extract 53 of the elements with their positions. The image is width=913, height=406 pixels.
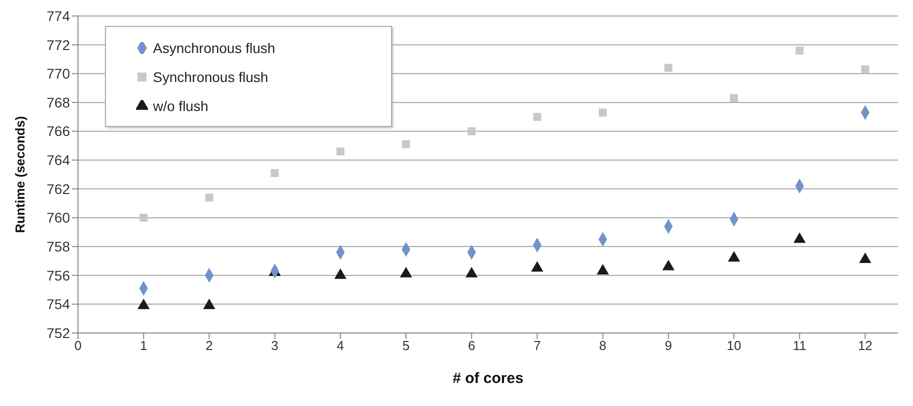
- y-tick-label: 760: [46, 210, 70, 226]
- x-tick-label: 7: [534, 338, 541, 354]
- point: [664, 64, 672, 72]
- y-tick-label: 758: [46, 238, 70, 255]
- y-tick-label: 774: [46, 8, 70, 24]
- point: [730, 94, 738, 102]
- y-tick-label: 754: [46, 296, 70, 312]
- point: [861, 65, 870, 74]
- point: [468, 127, 476, 136]
- point: [138, 298, 150, 310]
- x-tick-label: 12: [858, 338, 872, 354]
- point: [859, 252, 872, 264]
- x-tick-label: 1: [140, 338, 148, 354]
- legend-label: Asynchronous flush: [153, 40, 276, 56]
- x-tick-label: 5: [402, 338, 410, 354]
- legend-label: w/o flush: [153, 98, 208, 114]
- y-tick-label: 770: [46, 66, 70, 82]
- x-tick-label: 0: [74, 338, 82, 354]
- point: [336, 147, 344, 156]
- point: [334, 268, 346, 279]
- y-axis-title: Runtime (seconds): [12, 116, 28, 234]
- y-tick-label: 766: [46, 123, 70, 140]
- y-tick-label: 762: [46, 180, 70, 197]
- x-tick-label: 8: [599, 338, 606, 354]
- legend-label: Synchronous flush: [153, 68, 268, 84]
- point: [598, 108, 607, 117]
- point: [531, 261, 544, 272]
- y-tick-label: 752: [46, 324, 70, 341]
- y-tick-label: 764: [46, 152, 70, 168]
- x-tick-label: 3: [271, 338, 278, 354]
- point: [662, 260, 674, 270]
- y-tick-label: 772: [46, 36, 70, 53]
- y-tick-label: 768: [46, 94, 70, 110]
- point: [270, 169, 279, 178]
- y-tick-label: 756: [46, 267, 70, 284]
- x-tick-label: 4: [336, 338, 344, 354]
- x-tick-label: 10: [726, 338, 742, 354]
- x-tick-label: 2: [206, 338, 213, 354]
- point: [728, 251, 740, 262]
- point: [402, 140, 410, 148]
- point: [466, 266, 478, 278]
- x-tick-label: 11: [792, 338, 806, 354]
- x-tick-label: 6: [468, 338, 476, 354]
- point: [140, 214, 148, 222]
- point: [794, 232, 806, 243]
- x-axis-title: # of cores: [452, 370, 524, 387]
- point: [796, 46, 804, 55]
- x-tick-label: 9: [664, 338, 672, 354]
- point: [596, 264, 609, 275]
- point: [533, 112, 542, 121]
- point: [203, 298, 216, 310]
- point: [400, 266, 412, 278]
- point: [205, 194, 214, 202]
